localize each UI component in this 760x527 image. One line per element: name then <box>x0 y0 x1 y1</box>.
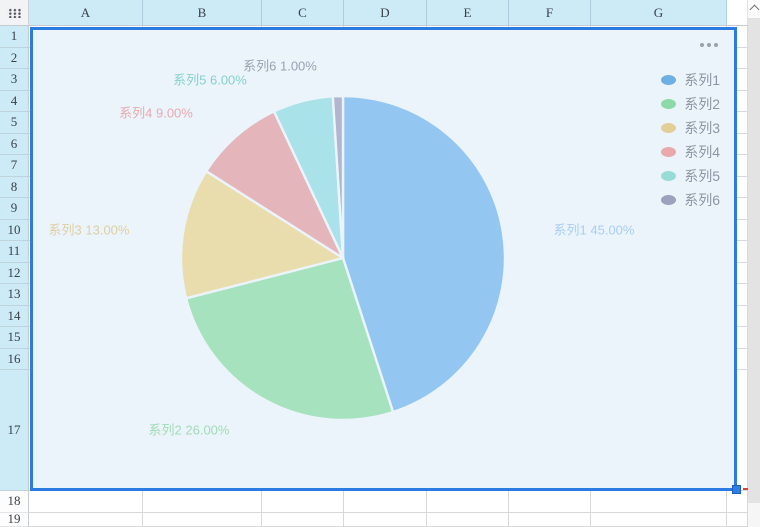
grid-cell[interactable] <box>262 512 344 527</box>
grid-cell[interactable] <box>143 512 262 527</box>
column-header-c[interactable]: C <box>262 0 344 25</box>
row-header-16[interactable]: 16 <box>0 348 29 370</box>
legend-label: 系列3 <box>684 120 720 136</box>
row-header-17[interactable]: 17 <box>0 370 29 491</box>
legend-item-2[interactable]: 系列2 <box>661 92 720 116</box>
chart-legend: 系列1 系列2 系列3 系列4 系列5 系列6 <box>661 68 720 212</box>
select-all-button[interactable] <box>0 0 29 25</box>
column-header-a[interactable]: A <box>29 0 143 25</box>
row-header-column: 1 2 3 4 5 6 7 8 9 10 11 12 13 14 15 16 17 18 19 <box>0 26 29 527</box>
legend-marker-icon <box>661 171 677 181</box>
legend-label: 系列4 <box>684 144 720 160</box>
legend-marker-icon <box>661 147 677 157</box>
row-header-3[interactable]: 3 <box>0 69 29 91</box>
row-header-11[interactable]: 11 <box>0 241 29 263</box>
row-header-15[interactable]: 15 <box>0 327 29 349</box>
column-header-filler[interactable] <box>727 0 748 25</box>
row-header-19[interactable]: 19 <box>0 511 29 527</box>
legend-item-1[interactable]: 系列1 <box>661 68 720 92</box>
pie-label-5[interactable]: 系列5 6.00% <box>173 72 247 88</box>
legend-label: 系列2 <box>684 96 720 112</box>
chart-options-button[interactable] <box>700 38 718 52</box>
legend-label: 系列6 <box>684 192 720 208</box>
row-header-1[interactable]: 1 <box>0 26 29 48</box>
row-header-4[interactable]: 4 <box>0 90 29 112</box>
grid-cell[interactable] <box>591 491 727 513</box>
legend-label: 系列1 <box>684 72 720 88</box>
scrollbar-corner <box>748 503 760 527</box>
grid-cell[interactable] <box>427 491 509 513</box>
column-header-b[interactable]: B <box>143 0 262 25</box>
vertical-scrollbar[interactable] <box>748 0 760 527</box>
row-header-10[interactable]: 10 <box>0 219 29 241</box>
legend-item-3[interactable]: 系列3 <box>661 116 720 140</box>
pie-label-6[interactable]: 系列6 1.00% <box>243 58 317 74</box>
legend-marker-icon <box>661 75 677 85</box>
pie-chart-area: 系列1 系列2 系列3 系列4 系列5 系列6 系列1 45.00% 系列2 26.00% 系… <box>33 30 734 488</box>
grid-dots-icon <box>7 7 21 18</box>
legend-marker-icon <box>661 195 677 205</box>
row-header-6[interactable]: 6 <box>0 133 29 155</box>
pie-slice-3[interactable] <box>179 170 345 300</box>
row-header-13[interactable]: 13 <box>0 284 29 306</box>
row-header-18[interactable]: 18 <box>0 491 29 513</box>
chart-object[interactable]: 系列1 系列2 系列3 系列4 系列5 系列6 系列1 45.00% 系列2 26.00% 系… <box>30 27 737 491</box>
pie-slice-1[interactable] <box>341 94 507 414</box>
pie-label-3[interactable]: 系列3 13.00% <box>48 222 130 238</box>
column-header-d[interactable]: D <box>344 0 427 25</box>
row-header-2[interactable]: 2 <box>0 47 29 69</box>
pie-label-2[interactable]: 系列2 26.00% <box>148 422 230 438</box>
pie-label-1[interactable]: 系列1 45.00% <box>553 222 635 238</box>
column-header-e[interactable]: E <box>427 0 509 25</box>
legend-marker-icon <box>661 123 677 133</box>
pie-slice-6[interactable] <box>331 94 345 260</box>
row-header-14[interactable]: 14 <box>0 305 29 327</box>
pie-slice-4[interactable] <box>205 110 345 260</box>
row-header-9[interactable]: 9 <box>0 198 29 220</box>
grid-cell[interactable] <box>262 491 344 513</box>
grid-cell[interactable] <box>344 491 427 513</box>
ellipsis-icon <box>700 43 704 47</box>
grid-cell[interactable] <box>509 491 591 513</box>
grid-cell[interactable] <box>427 512 509 527</box>
grid-cell[interactable] <box>591 512 727 527</box>
pie-chart[interactable] <box>33 30 734 488</box>
row-header-7[interactable]: 7 <box>0 155 29 177</box>
legend-marker-icon <box>661 99 677 109</box>
grid-cell[interactable] <box>29 512 143 527</box>
chevron-up-icon <box>749 4 759 15</box>
grid-cell[interactable] <box>509 512 591 527</box>
row-header-5[interactable]: 5 <box>0 112 29 134</box>
row-header-8[interactable]: 8 <box>0 176 29 198</box>
grid-cell[interactable] <box>344 512 427 527</box>
grid-cell[interactable] <box>727 512 748 527</box>
chart-resize-handle[interactable] <box>732 485 741 494</box>
legend-item-6[interactable]: 系列6 <box>661 188 720 212</box>
legend-item-5[interactable]: 系列5 <box>661 164 720 188</box>
pie-slice-2[interactable] <box>184 256 395 422</box>
ellipsis-icon <box>707 43 711 47</box>
grid-cell[interactable] <box>143 491 262 513</box>
row-header-12[interactable]: 12 <box>0 262 29 284</box>
ellipsis-icon <box>714 43 718 47</box>
grid-cell[interactable] <box>727 491 748 513</box>
legend-label: 系列5 <box>684 168 720 184</box>
grid-cell[interactable] <box>29 491 143 513</box>
column-header-g[interactable]: G <box>591 0 727 25</box>
legend-item-4[interactable]: 系列4 <box>661 140 720 164</box>
column-header-f[interactable]: F <box>509 0 591 25</box>
scroll-up-button[interactable] <box>748 0 760 19</box>
pie-label-4[interactable]: 系列4 9.00% <box>119 105 193 121</box>
